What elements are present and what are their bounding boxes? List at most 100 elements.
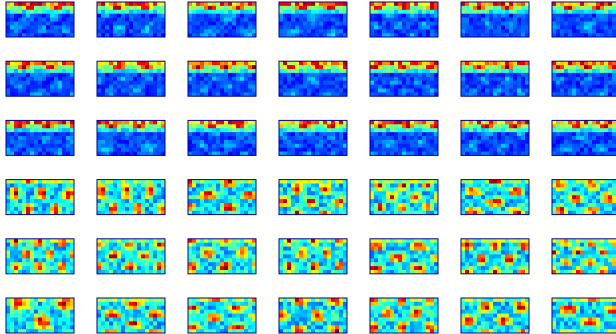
heatmap-tile: [5, 179, 75, 216]
pixel: [374, 136, 379, 141]
pixel: [430, 191, 435, 196]
pixel: [343, 143, 348, 148]
pixel: [54, 195, 59, 200]
pixel: [600, 61, 605, 66]
pixel: [406, 120, 411, 125]
pixel: [604, 69, 609, 74]
pixel: [188, 210, 193, 215]
pixel: [323, 72, 328, 78]
pixel: [70, 238, 75, 243]
pixel: [418, 17, 423, 22]
pixel: [493, 179, 498, 184]
pixel: [196, 132, 201, 137]
pixel: [343, 69, 348, 74]
pixel: [208, 266, 213, 271]
pixel: [612, 203, 616, 208]
pixel: [70, 13, 75, 18]
pixel: [588, 143, 593, 148]
pixel: [319, 270, 324, 275]
pixel: [402, 199, 407, 204]
pixel: [303, 262, 308, 267]
pixel: [477, 69, 482, 74]
pixel: [343, 61, 348, 66]
pixel: [489, 80, 494, 85]
pixel: [129, 5, 134, 11]
pixel: [54, 76, 59, 81]
pixel: [560, 206, 565, 212]
pixel: [576, 147, 581, 152]
pixel: [604, 187, 609, 192]
pixel: [283, 195, 288, 200]
pixel: [299, 128, 304, 133]
pixel: [402, 206, 407, 212]
pixel: [46, 80, 51, 85]
pixel: [485, 143, 490, 148]
pixel: [129, 80, 134, 85]
pixel: [469, 84, 474, 89]
pixel: [434, 17, 439, 22]
pixel: [596, 128, 601, 133]
pixel: [430, 61, 435, 66]
pixel: [378, 72, 383, 78]
pixel: [552, 9, 557, 14]
pixel: [14, 242, 19, 247]
pixel: [600, 199, 605, 204]
pixel: [58, 242, 63, 247]
pixel: [224, 69, 229, 74]
pixel: [129, 2, 134, 7]
pixel: [580, 151, 585, 156]
pixel: [70, 246, 75, 251]
pixel: [386, 92, 391, 97]
pixel: [370, 72, 375, 78]
tile-border: [187, 1, 257, 38]
pixel: [200, 84, 205, 89]
pixel: [406, 139, 411, 145]
pixel: [501, 147, 506, 152]
pixel: [208, 139, 213, 145]
pixel: [125, 183, 130, 188]
pixel: [327, 238, 332, 243]
pixel: [517, 72, 522, 78]
pixel: [200, 143, 205, 148]
pixel: [149, 183, 154, 188]
pixel: [212, 254, 217, 259]
pixel: [133, 195, 138, 200]
pixel: [232, 139, 237, 145]
pixel: [374, 242, 379, 247]
pixel: [153, 136, 158, 141]
pixel: [572, 72, 577, 78]
pixel: [299, 266, 304, 271]
pixel: [612, 21, 616, 26]
pixel: [200, 80, 205, 85]
pixel: [434, 187, 439, 192]
pixel: [129, 187, 134, 192]
pixel: [220, 238, 225, 243]
pixel: [26, 206, 31, 212]
pixel: [220, 88, 225, 93]
pixel: [311, 266, 316, 271]
pixel: [303, 238, 308, 243]
pixel: [34, 210, 39, 215]
pixel: [18, 33, 23, 38]
pixel: [505, 25, 510, 30]
pixel: [54, 72, 59, 78]
pixel: [489, 203, 494, 208]
pixel: [283, 254, 288, 259]
pixel: [208, 199, 213, 204]
pixel: [422, 33, 427, 38]
pixel: [489, 120, 494, 125]
pixel: [560, 187, 565, 192]
pixel: [26, 151, 31, 156]
pixel: [109, 92, 114, 97]
pixel: [50, 262, 55, 267]
pixel: [42, 195, 47, 200]
pixel: [422, 88, 427, 93]
pixel: [125, 270, 130, 275]
pixel: [299, 124, 304, 129]
pixel: [608, 136, 613, 141]
pixel: [38, 254, 43, 259]
pixel: [58, 151, 63, 156]
pixel: [113, 206, 118, 212]
pixel: [335, 242, 340, 247]
pixel: [556, 195, 561, 200]
